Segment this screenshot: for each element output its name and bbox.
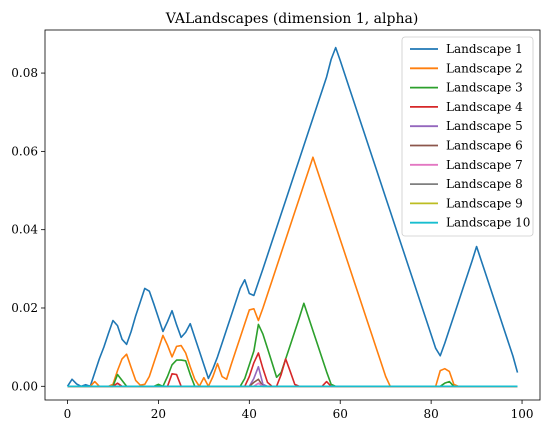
legend-label-5: Landscape 5 — [446, 119, 523, 133]
legend-label-4: Landscape 4 — [446, 100, 523, 114]
y-tick-label: 0.04 — [11, 223, 38, 237]
y-tick-label: 0.06 — [11, 144, 38, 158]
y-tick-label: 0.00 — [11, 379, 38, 393]
legend-label-10: Landscape 10 — [446, 216, 530, 230]
legend-label-3: Landscape 3 — [446, 81, 523, 95]
x-tick-label: 60 — [333, 407, 348, 421]
y-tick-label: 0.08 — [11, 66, 38, 80]
series-line-1 — [66, 46, 519, 388]
y-axis: 0.00 0.02 0.04 0.06 0.08 — [11, 66, 45, 393]
series-line-3 — [67, 302, 518, 388]
legend-label-7: Landscape 7 — [446, 158, 523, 172]
legend-label-2: Landscape 2 — [446, 61, 523, 75]
chart-title: VALandscapes (dimension 1, alpha) — [165, 11, 419, 27]
series-layer — [66, 46, 519, 388]
x-tick-label: 80 — [423, 407, 438, 421]
x-tick-label: 20 — [151, 407, 166, 421]
x-tick-label: 40 — [242, 407, 257, 421]
y-tick-label: 0.02 — [11, 301, 38, 315]
x-axis: 0 20 40 60 80 100 — [64, 400, 534, 421]
legend-label-9: Landscape 9 — [446, 196, 523, 210]
legend-label-1: Landscape 1 — [446, 42, 523, 56]
series-line-2 — [67, 156, 518, 388]
x-tick-label: 0 — [64, 407, 72, 421]
x-tick-label: 100 — [511, 407, 534, 421]
legend-label-8: Landscape 8 — [446, 177, 523, 191]
legend: Landscape 1 Landscape 2 Landscape 3 Landsca… — [401, 36, 534, 237]
plot-frame — [44, 29, 541, 401]
legend-label-6: Landscape 6 — [446, 139, 523, 153]
